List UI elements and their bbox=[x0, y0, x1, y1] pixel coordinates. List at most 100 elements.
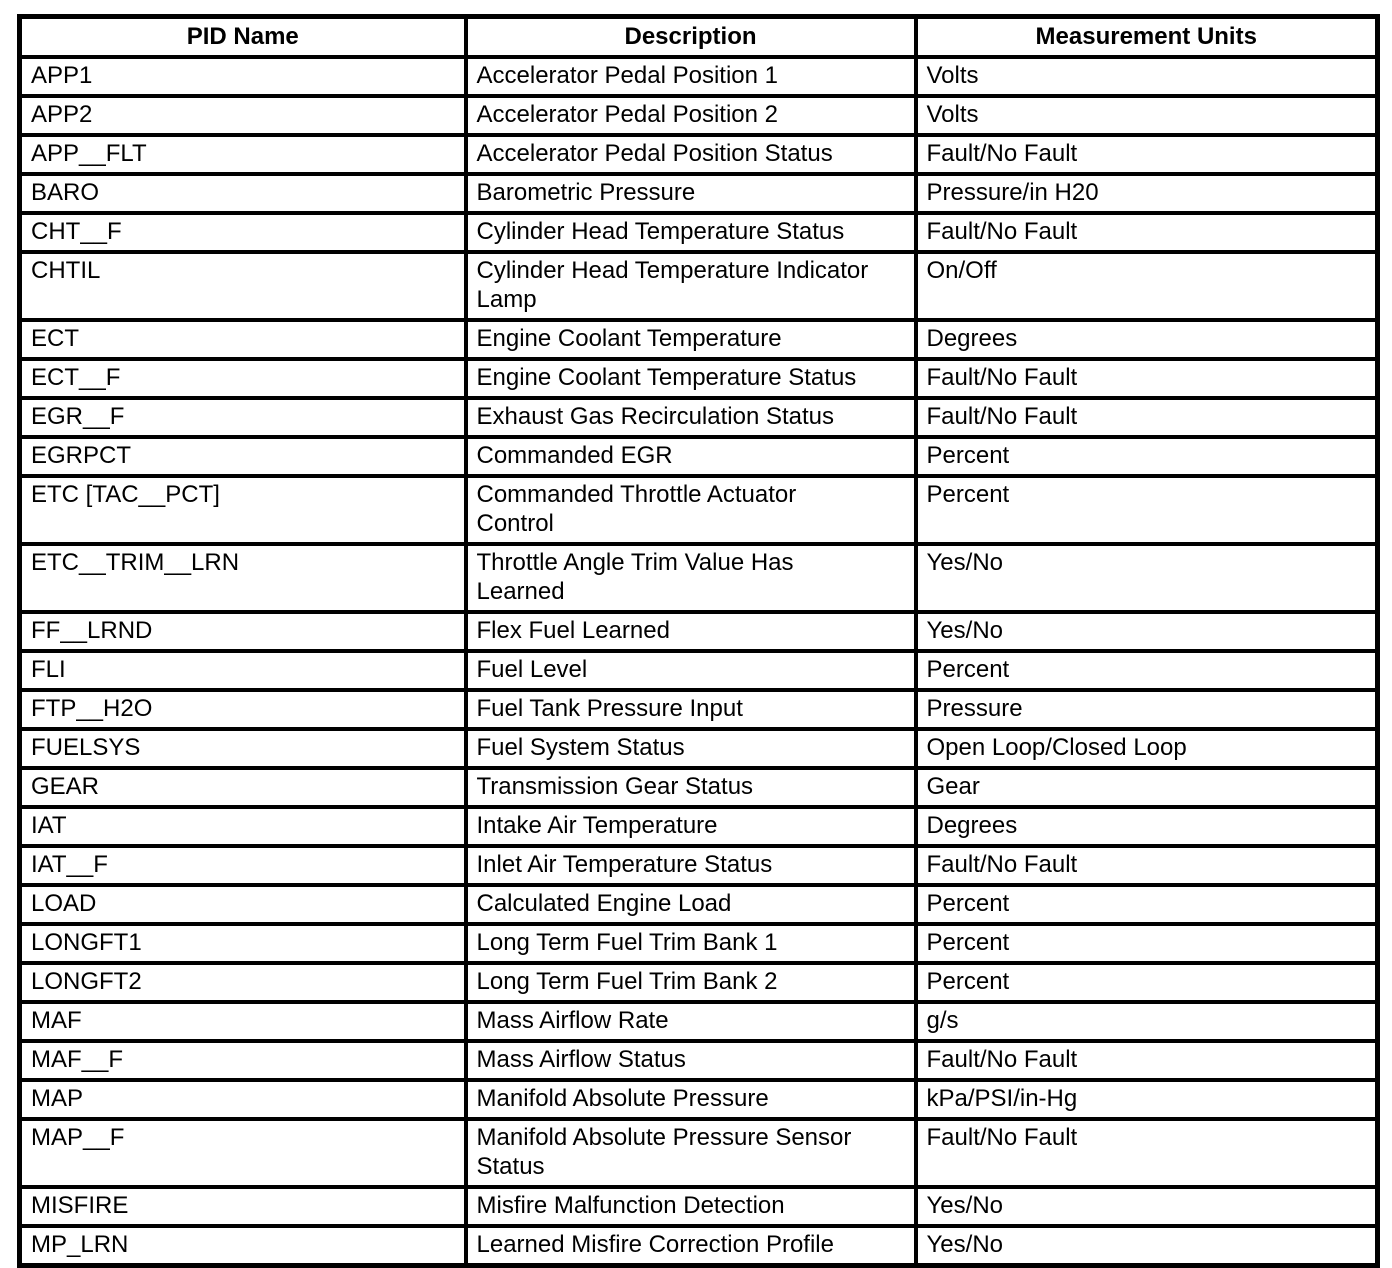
table-row: EGR__F Exhaust Gas Recirculation Status … bbox=[17, 396, 1380, 439]
units-cell: Degrees bbox=[913, 318, 1380, 361]
pid-name-cell: EGR__F bbox=[17, 396, 468, 439]
pid-name-cell: FTP__H2O bbox=[17, 688, 468, 731]
description-cell: Accelerator Pedal Position Status bbox=[463, 133, 918, 176]
units-cell: Yes/No bbox=[913, 1224, 1380, 1268]
pid-name-cell: APP1 bbox=[17, 55, 468, 98]
pid-name-cell: MP_LRN bbox=[17, 1224, 468, 1268]
units-cell: Pressure bbox=[913, 688, 1380, 731]
table-row: APP2 Accelerator Pedal Position 2 Volts bbox=[17, 94, 1380, 137]
description-cell: Calculated Engine Load bbox=[463, 883, 918, 926]
pid-name-cell: FF__LRND bbox=[17, 610, 468, 653]
description-cell: Long Term Fuel Trim Bank 1 bbox=[463, 922, 918, 965]
pid-name-cell: FUELSYS bbox=[17, 727, 468, 770]
table-row: MAP__F Manifold Absolute Pressure Sensor… bbox=[17, 1117, 1380, 1189]
table-row: LOAD Calculated Engine Load Percent bbox=[17, 883, 1380, 926]
units-cell: Fault/No Fault bbox=[913, 133, 1380, 176]
pid-name-cell: LONGFT2 bbox=[17, 961, 468, 1004]
units-cell: Gear bbox=[913, 766, 1380, 809]
pid-name-cell: ECT__F bbox=[17, 357, 468, 400]
pid-name-cell: MAF__F bbox=[17, 1039, 468, 1082]
units-cell: Fault/No Fault bbox=[913, 357, 1380, 400]
table-row: ETC__TRIM__LRN Throttle Angle Trim Value… bbox=[17, 542, 1380, 614]
table-row: GEAR Transmission Gear Status Gear bbox=[17, 766, 1380, 809]
pid-reference-table: PID Name Description Measurement Units A… bbox=[17, 14, 1380, 1268]
table-row: APP1 Accelerator Pedal Position 1 Volts bbox=[17, 55, 1380, 98]
pid-name-cell: EGRPCT bbox=[17, 435, 468, 478]
units-cell: Fault/No Fault bbox=[913, 1117, 1380, 1189]
table-row: CHT__F Cylinder Head Temperature Status … bbox=[17, 211, 1380, 254]
description-cell: Transmission Gear Status bbox=[463, 766, 918, 809]
pid-name-cell: LOAD bbox=[17, 883, 468, 926]
description-cell: Fuel System Status bbox=[463, 727, 918, 770]
pid-name-cell: FLI bbox=[17, 649, 468, 692]
description-cell: Barometric Pressure bbox=[463, 172, 918, 215]
units-cell: Fault/No Fault bbox=[913, 844, 1380, 887]
units-cell: Percent bbox=[913, 435, 1380, 478]
description-cell: Learned Misfire Correction Profile bbox=[463, 1224, 918, 1268]
units-cell: Pressure/in H20 bbox=[913, 172, 1380, 215]
units-cell: Yes/No bbox=[913, 542, 1380, 614]
units-cell: Percent bbox=[913, 883, 1380, 926]
table-row: MAF Mass Airflow Rate g/s bbox=[17, 1000, 1380, 1043]
table-row: FUELSYS Fuel System Status Open Loop/Clo… bbox=[17, 727, 1380, 770]
units-cell: Fault/No Fault bbox=[913, 1039, 1380, 1082]
table-row: CHTIL Cylinder Head Temperature Indicato… bbox=[17, 250, 1380, 322]
table-row: FTP__H2O Fuel Tank Pressure Input Pressu… bbox=[17, 688, 1380, 731]
description-cell: Throttle Angle Trim Value Has Learned bbox=[463, 542, 918, 614]
description-cell: Engine Coolant Temperature Status bbox=[463, 357, 918, 400]
units-cell: Percent bbox=[913, 649, 1380, 692]
description-cell: Engine Coolant Temperature bbox=[463, 318, 918, 361]
table-row: BARO Barometric Pressure Pressure/in H20 bbox=[17, 172, 1380, 215]
pid-name-cell: BARO bbox=[17, 172, 468, 215]
table-row: ECT Engine Coolant Temperature Degrees bbox=[17, 318, 1380, 361]
pid-name-cell: ETC__TRIM__LRN bbox=[17, 542, 468, 614]
pid-name-cell: MAF bbox=[17, 1000, 468, 1043]
table-row: MP_LRN Learned Misfire Correction Profil… bbox=[17, 1224, 1380, 1268]
units-cell: Yes/No bbox=[913, 610, 1380, 653]
pid-name-cell: MISFIRE bbox=[17, 1185, 468, 1228]
description-cell: Fuel Tank Pressure Input bbox=[463, 688, 918, 731]
table-row: IAT Intake Air Temperature Degrees bbox=[17, 805, 1380, 848]
pid-name-cell: CHT__F bbox=[17, 211, 468, 254]
pid-name-cell: CHTIL bbox=[17, 250, 468, 322]
units-cell: Percent bbox=[913, 961, 1380, 1004]
pid-name-cell: ECT bbox=[17, 318, 468, 361]
units-cell: Yes/No bbox=[913, 1185, 1380, 1228]
description-cell: Manifold Absolute Pressure bbox=[463, 1078, 918, 1121]
table-header-row: PID Name Description Measurement Units bbox=[17, 14, 1380, 59]
units-cell: kPa/PSI/in-Hg bbox=[913, 1078, 1380, 1121]
description-cell: Manifold Absolute Pressure Sensor Status bbox=[463, 1117, 918, 1189]
description-cell: Exhaust Gas Recirculation Status bbox=[463, 396, 918, 439]
description-cell: Accelerator Pedal Position 1 bbox=[463, 55, 918, 98]
table-row: MISFIRE Misfire Malfunction Detection Ye… bbox=[17, 1185, 1380, 1228]
units-cell: On/Off bbox=[913, 250, 1380, 322]
pid-name-cell: IAT__F bbox=[17, 844, 468, 887]
table-row: IAT__F Inlet Air Temperature Status Faul… bbox=[17, 844, 1380, 887]
description-cell: Commanded Throttle Actuator Control bbox=[463, 474, 918, 546]
description-cell: Fuel Level bbox=[463, 649, 918, 692]
description-cell: Mass Airflow Rate bbox=[463, 1000, 918, 1043]
description-cell: Accelerator Pedal Position 2 bbox=[463, 94, 918, 137]
description-cell: Intake Air Temperature bbox=[463, 805, 918, 848]
units-cell: Volts bbox=[913, 55, 1380, 98]
units-cell: Fault/No Fault bbox=[913, 396, 1380, 439]
pid-name-cell: MAP__F bbox=[17, 1117, 468, 1189]
description-cell: Flex Fuel Learned bbox=[463, 610, 918, 653]
table-row: LONGFT1 Long Term Fuel Trim Bank 1 Perce… bbox=[17, 922, 1380, 965]
table-row: MAP Manifold Absolute Pressure kPa/PSI/i… bbox=[17, 1078, 1380, 1121]
units-cell: Percent bbox=[913, 474, 1380, 546]
description-cell: Cylinder Head Temperature Indicator Lamp bbox=[463, 250, 918, 322]
table-row: ETC [TAC__PCT] Commanded Throttle Actuat… bbox=[17, 474, 1380, 546]
units-cell: Fault/No Fault bbox=[913, 211, 1380, 254]
description-cell: Inlet Air Temperature Status bbox=[463, 844, 918, 887]
description-cell: Misfire Malfunction Detection bbox=[463, 1185, 918, 1228]
table-row: APP__FLT Accelerator Pedal Position Stat… bbox=[17, 133, 1380, 176]
pid-name-cell: MAP bbox=[17, 1078, 468, 1121]
description-cell: Commanded EGR bbox=[463, 435, 918, 478]
units-cell: Degrees bbox=[913, 805, 1380, 848]
pid-name-cell: IAT bbox=[17, 805, 468, 848]
pid-name-cell: GEAR bbox=[17, 766, 468, 809]
pid-name-cell: APP2 bbox=[17, 94, 468, 137]
table-row: MAF__F Mass Airflow Status Fault/No Faul… bbox=[17, 1039, 1380, 1082]
